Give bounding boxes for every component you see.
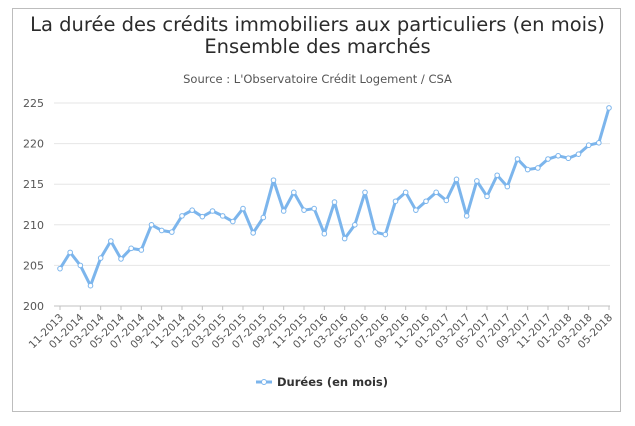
y-tick-label: 210 xyxy=(23,219,44,232)
legend[interactable]: Durées (en mois) xyxy=(256,375,388,389)
y-tick-label: 205 xyxy=(23,259,44,272)
data-point[interactable] xyxy=(87,282,94,289)
y-axis: 200 205 210 215 220 225 xyxy=(23,97,44,313)
chart-title-line1: La durée des crédits immobiliers aux par… xyxy=(30,13,605,36)
data-point[interactable] xyxy=(158,227,165,234)
data-point[interactable] xyxy=(260,214,267,221)
legend-swatch-marker xyxy=(261,379,267,385)
data-point[interactable] xyxy=(280,208,287,214)
legend-label[interactable]: Durées (en mois) xyxy=(277,375,388,389)
y-tick-label: 225 xyxy=(23,97,44,110)
data-point[interactable] xyxy=(433,189,439,196)
data-point[interactable] xyxy=(77,262,84,269)
data-point[interactable] xyxy=(524,166,531,173)
data-point[interactable] xyxy=(443,197,450,204)
data-point[interactable] xyxy=(179,213,185,219)
data-point[interactable] xyxy=(301,207,307,213)
data-point[interactable] xyxy=(362,189,368,196)
y-tick-label: 215 xyxy=(23,178,44,191)
y-tick-label: 200 xyxy=(23,300,44,313)
data-point[interactable] xyxy=(250,230,256,236)
data-point[interactable] xyxy=(67,249,73,256)
data-point[interactable] xyxy=(128,245,134,252)
data-point[interactable] xyxy=(504,183,511,190)
data-point[interactable] xyxy=(270,177,277,183)
data-point[interactable] xyxy=(402,189,409,196)
data-point[interactable] xyxy=(494,172,500,179)
data-point[interactable] xyxy=(474,178,480,184)
data-point[interactable] xyxy=(199,213,206,220)
data-point[interactable] xyxy=(209,208,216,214)
data-point[interactable] xyxy=(565,155,572,162)
data-point[interactable] xyxy=(148,222,155,228)
data-point[interactable] xyxy=(138,247,145,253)
data-point[interactable] xyxy=(341,235,348,242)
chart-title: La durée des crédits immobiliers aux par… xyxy=(0,14,635,58)
data-point[interactable] xyxy=(585,142,592,149)
y-tick-label: 220 xyxy=(23,138,44,151)
data-point[interactable] xyxy=(423,198,429,205)
data-point[interactable] xyxy=(118,256,124,262)
data-point[interactable] xyxy=(230,218,236,225)
data-point[interactable] xyxy=(514,156,521,162)
data-point[interactable] xyxy=(606,105,612,111)
data-point[interactable] xyxy=(97,255,104,261)
chart-title-line2: Ensemble des marchés xyxy=(204,35,431,58)
grid-lines xyxy=(54,102,610,307)
data-point[interactable] xyxy=(240,205,246,212)
data-point[interactable] xyxy=(311,205,317,212)
data-point[interactable] xyxy=(453,176,460,183)
data-point[interactable] xyxy=(413,207,419,213)
data-point[interactable] xyxy=(545,156,551,162)
data-point[interactable] xyxy=(392,198,399,205)
data-point[interactable] xyxy=(189,207,195,213)
data-point[interactable] xyxy=(352,222,358,228)
chart-subtitle: Source : L'Observatoire Crédit Logement … xyxy=(183,72,452,86)
data-point[interactable] xyxy=(372,229,378,235)
data-point[interactable] xyxy=(331,199,338,205)
data-point[interactable] xyxy=(321,230,328,237)
data-point[interactable] xyxy=(169,229,175,235)
data-point[interactable] xyxy=(382,231,389,238)
series-line xyxy=(58,106,611,288)
data-point[interactable] xyxy=(219,213,226,219)
data-point[interactable] xyxy=(575,151,582,157)
data-point[interactable] xyxy=(555,152,561,159)
data-point[interactable] xyxy=(291,189,297,196)
data-point[interactable] xyxy=(596,139,602,146)
series-layer xyxy=(57,105,612,289)
data-point[interactable] xyxy=(108,238,114,244)
data-point[interactable] xyxy=(463,213,470,219)
data-point[interactable] xyxy=(484,193,490,200)
data-point[interactable] xyxy=(57,265,63,272)
x-axis: 11-201301-201403-201405-201407-201409-20… xyxy=(27,306,615,351)
data-point[interactable] xyxy=(535,165,541,171)
